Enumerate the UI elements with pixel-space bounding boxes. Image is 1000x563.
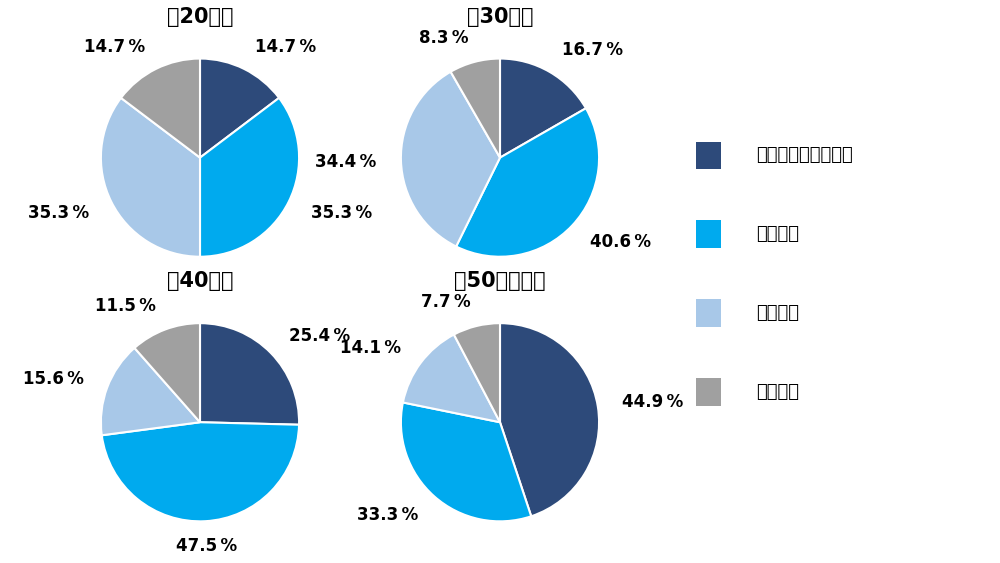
Text: 40.6 %: 40.6 % — [590, 234, 651, 252]
Text: 8.3 %: 8.3 % — [419, 29, 468, 47]
Wedge shape — [403, 334, 500, 422]
Text: 14.7 %: 14.7 % — [255, 38, 316, 56]
Wedge shape — [456, 108, 599, 257]
Text: 44.9 %: 44.9 % — [622, 394, 684, 412]
Text: ほとんど気づかない: ほとんど気づかない — [756, 146, 853, 164]
Text: 15.6 %: 15.6 % — [23, 370, 84, 388]
Bar — [696, 221, 721, 248]
Wedge shape — [500, 323, 599, 516]
Text: 34.4 %: 34.4 % — [315, 153, 376, 171]
Text: １〜２回: １〜２回 — [756, 225, 799, 243]
Wedge shape — [401, 403, 531, 521]
Title: 【20代】: 【20代】 — [167, 7, 233, 26]
Text: 7.7 %: 7.7 % — [421, 293, 470, 311]
Text: 35.3 %: 35.3 % — [311, 204, 372, 222]
Text: ３〜５回: ３〜５回 — [756, 304, 799, 322]
Text: 16.7 %: 16.7 % — [562, 42, 623, 60]
Title: 【50代以上】: 【50代以上】 — [454, 271, 546, 291]
Text: 14.1 %: 14.1 % — [340, 339, 401, 357]
Wedge shape — [500, 59, 586, 158]
Wedge shape — [401, 72, 500, 247]
Wedge shape — [101, 348, 200, 435]
Title: 【40代】: 【40代】 — [167, 271, 233, 291]
Text: 14.7 %: 14.7 % — [84, 38, 145, 56]
Wedge shape — [451, 59, 500, 158]
Text: ６回以上: ６回以上 — [756, 383, 799, 401]
Wedge shape — [200, 59, 279, 158]
Bar — [696, 378, 721, 406]
Wedge shape — [200, 98, 299, 257]
Wedge shape — [454, 323, 500, 422]
Title: 【30代】: 【30代】 — [467, 7, 533, 26]
Text: 47.5 %: 47.5 % — [176, 537, 237, 555]
Text: 25.4 %: 25.4 % — [289, 327, 350, 345]
Bar — [696, 300, 721, 327]
Text: 35.3 %: 35.3 % — [28, 204, 89, 222]
Text: 33.3 %: 33.3 % — [357, 506, 418, 524]
Text: 11.5 %: 11.5 % — [95, 297, 156, 315]
Wedge shape — [134, 323, 200, 422]
Bar — [696, 141, 721, 169]
Wedge shape — [121, 59, 200, 158]
Wedge shape — [200, 323, 299, 425]
Wedge shape — [102, 422, 299, 521]
Wedge shape — [101, 98, 200, 257]
